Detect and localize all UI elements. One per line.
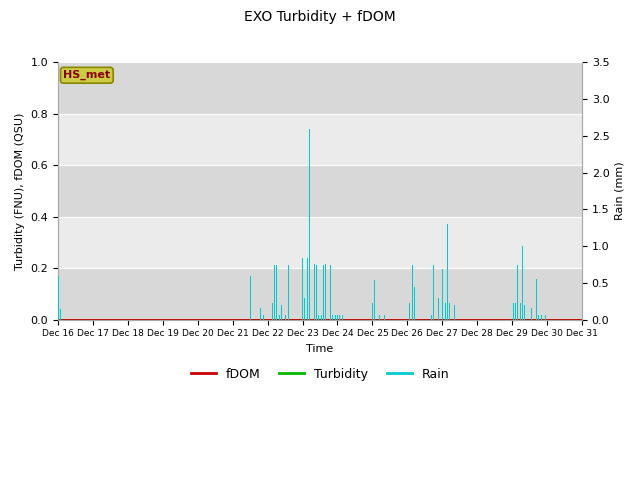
X-axis label: Time: Time (307, 344, 333, 354)
Bar (58, 217, 582, 268)
Y-axis label: Turbidity (FNU), fDOM (QSU): Turbidity (FNU), fDOM (QSU) (15, 112, 25, 270)
Text: HS_met: HS_met (63, 70, 111, 80)
Text: EXO Turbidity + fDOM: EXO Turbidity + fDOM (244, 10, 396, 24)
Bar (58, 114, 582, 165)
Y-axis label: Rain (mm): Rain (mm) (615, 162, 625, 220)
Legend: fDOM, Turbidity, Rain: fDOM, Turbidity, Rain (186, 362, 454, 385)
